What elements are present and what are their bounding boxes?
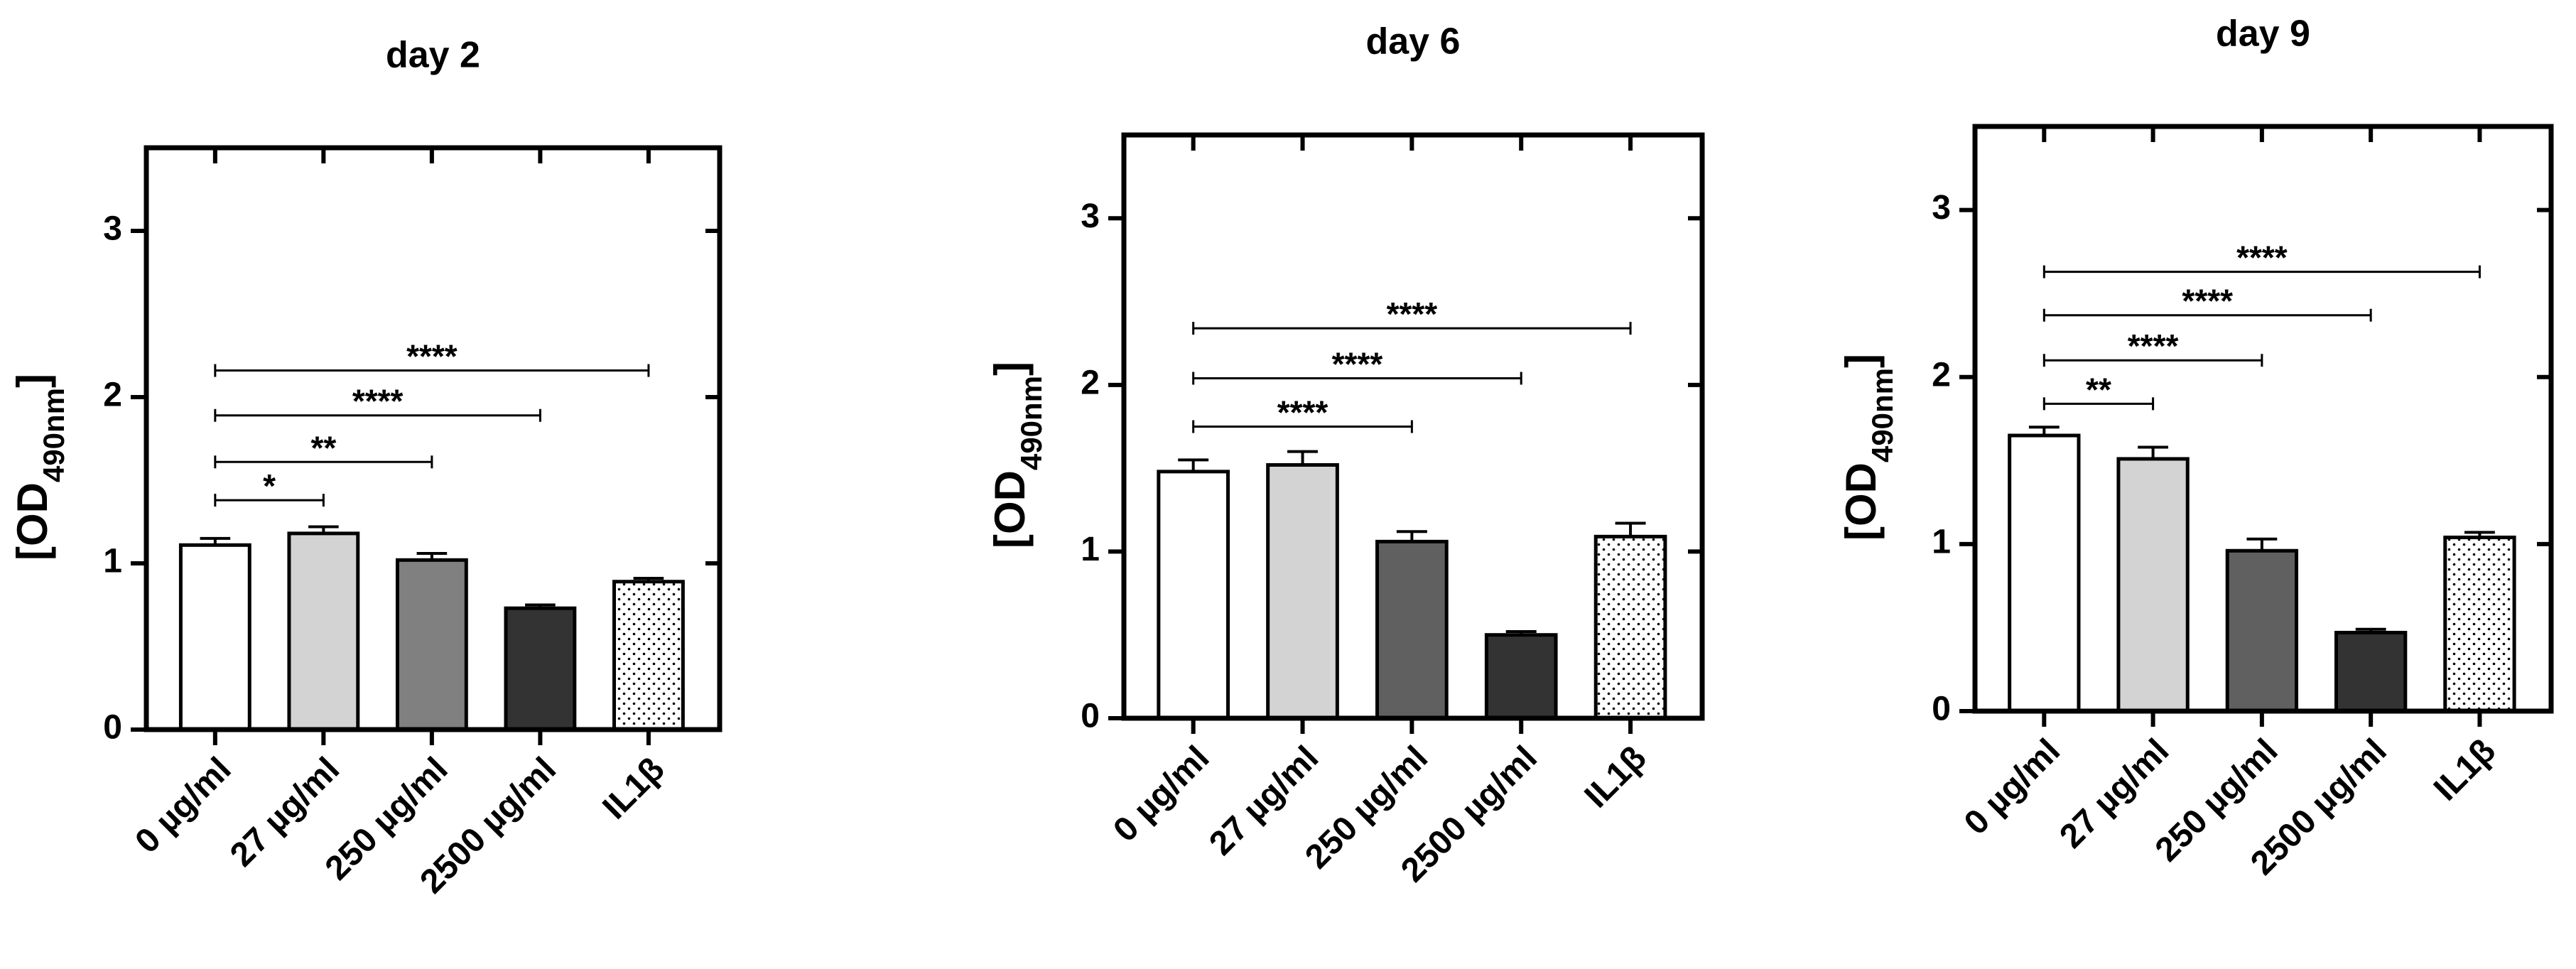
significance-label: ** [310,429,336,466]
bar [1593,534,1667,720]
bar [395,558,468,732]
bar [612,580,685,732]
significance-label: **** [1277,394,1328,431]
x-tick-label: 0 µg/ml [1106,739,1216,849]
bar [2443,535,2516,713]
y-axis-label: [OD490nm] [9,374,70,561]
y-tick-label: 3 [1081,197,1100,235]
y-axis-label-part: [OD [9,482,56,561]
bar [1266,462,1339,720]
bar [2334,630,2408,713]
y-tick-label: 3 [1932,189,1951,227]
y-axis-label-part: [OD [1837,462,1885,541]
y-axis-label-part: ] [1837,354,1885,368]
bar [2116,457,2190,713]
significance-label: **** [1332,345,1383,382]
y-axis-label-part: ] [986,362,1034,376]
y-tick-label: 3 [103,210,122,248]
x-tick-label: 0 µg/ml [1957,732,2067,842]
bar [2008,433,2081,713]
y-tick-label: 1 [1081,531,1100,568]
bar [2225,548,2299,713]
significance-label: **** [2128,327,2179,364]
significance-label: **** [1387,296,1438,332]
bar [504,606,577,732]
chart-title: day 6 [1366,21,1461,63]
y-axis-label-part: [OD [986,470,1034,548]
y-tick-label: 1 [1932,524,1951,561]
plot-frame [1972,124,2554,714]
significance-label: * [263,467,276,504]
y-tick-label: 2 [1081,364,1100,402]
bar [1157,470,1230,720]
significance-label: **** [2236,239,2288,276]
significance-label: ** [2086,371,2111,408]
y-tick-label: 1 [103,543,122,580]
y-tick-label: 2 [1932,356,1951,394]
y-tick-label: 0 [1081,698,1100,735]
significance-label: **** [406,338,458,375]
y-axis-label: [OD490nm] [986,362,1048,548]
x-tick-label: 0 µg/ml [128,750,238,860]
y-tick-label: 0 [103,709,122,747]
y-axis-label: [OD490nm] [1837,354,1899,541]
plot-frame [1121,132,1705,721]
y-axis-label-part: ] [9,374,56,388]
chart-title: day 9 [2216,13,2310,55]
chart-title: day 2 [386,35,480,76]
x-tick-label: IL1β [595,750,671,826]
bar [1484,633,1558,720]
y-tick-label: 0 [1932,691,1951,728]
x-tick-label: IL1β [2427,732,2503,808]
y-axis-label-part: 490nm [1014,376,1048,470]
bar [178,543,251,732]
bar [1375,539,1449,720]
plot-frame [144,145,723,732]
y-axis-label-part: 490nm [1866,368,1899,462]
y-axis-label-part: 490nm [37,388,70,482]
y-tick-label: 2 [103,377,122,414]
significance-label: **** [2182,283,2233,320]
significance-label: **** [352,383,404,420]
bar [287,531,360,732]
x-tick-label: IL1β [1578,739,1654,815]
